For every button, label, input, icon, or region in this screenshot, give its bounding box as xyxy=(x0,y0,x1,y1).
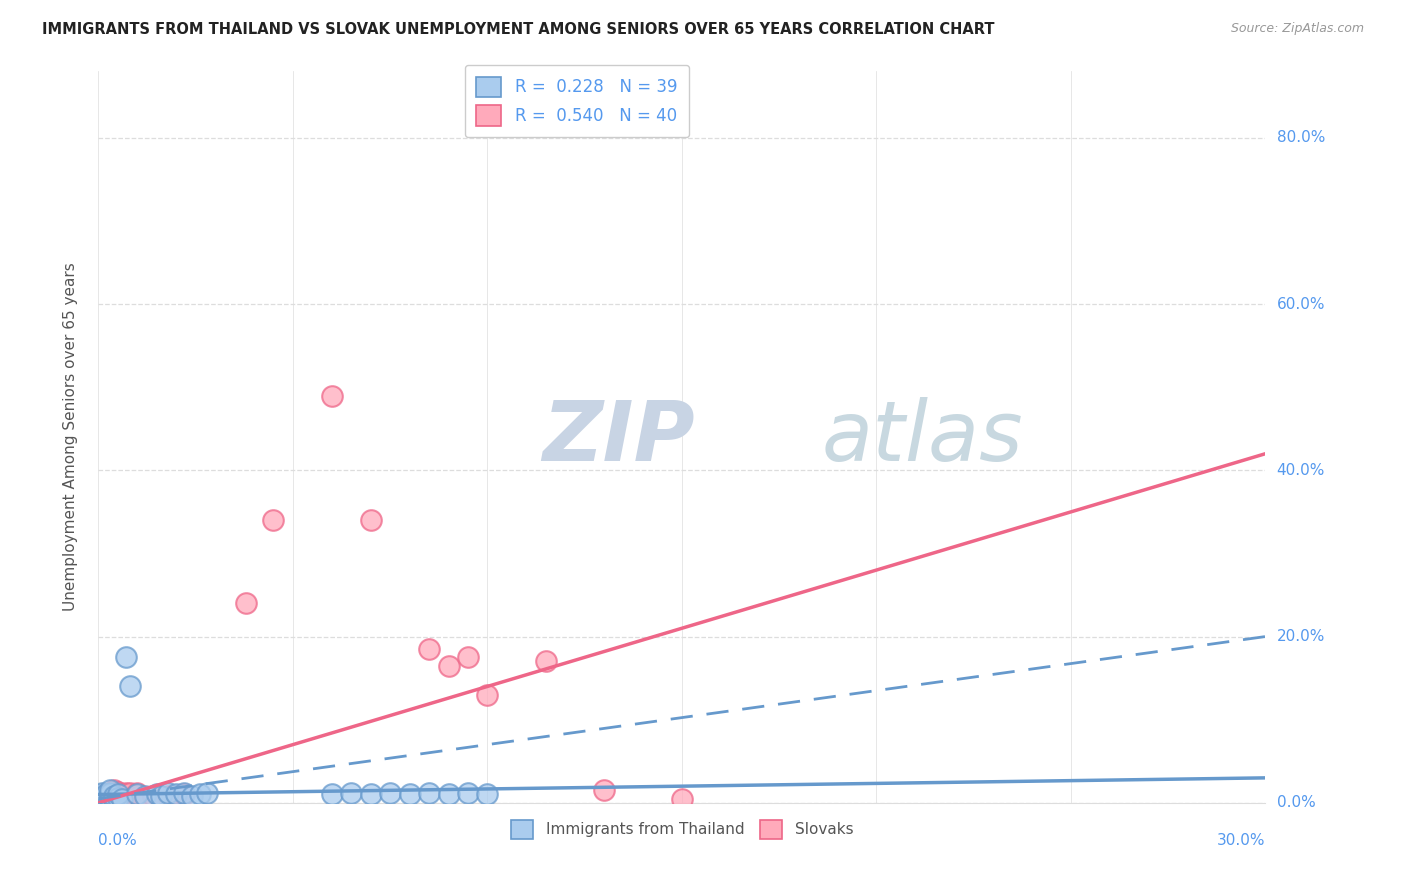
Point xyxy=(235,596,257,610)
Point xyxy=(118,790,141,805)
Y-axis label: Unemployment Among Seniors over 65 years: Unemployment Among Seniors over 65 years xyxy=(63,263,77,611)
Text: atlas: atlas xyxy=(823,397,1024,477)
Point xyxy=(98,788,121,802)
Point xyxy=(103,789,125,804)
Point xyxy=(107,785,129,799)
Text: 60.0%: 60.0% xyxy=(1277,297,1324,311)
Point xyxy=(127,786,149,800)
Point xyxy=(418,642,440,657)
Point xyxy=(165,789,187,804)
Point xyxy=(418,786,440,800)
Legend: Immigrants from Thailand, Slovaks: Immigrants from Thailand, Slovaks xyxy=(503,813,860,847)
Point xyxy=(96,791,118,805)
Text: 0.0%: 0.0% xyxy=(1277,796,1315,810)
Point xyxy=(107,791,129,805)
Point xyxy=(96,790,118,805)
Point xyxy=(98,791,121,805)
Point xyxy=(142,789,165,804)
Text: IMMIGRANTS FROM THAILAND VS SLOVAK UNEMPLOYMENT AMONG SENIORS OVER 65 YEARS CORR: IMMIGRANTS FROM THAILAND VS SLOVAK UNEMP… xyxy=(42,22,994,37)
Point xyxy=(98,786,121,800)
Point xyxy=(127,788,149,802)
Point xyxy=(360,513,382,527)
Point xyxy=(111,788,134,802)
Point xyxy=(457,650,479,665)
Text: 30.0%: 30.0% xyxy=(1218,833,1265,848)
Point xyxy=(173,788,195,802)
Point xyxy=(107,788,129,802)
Point xyxy=(340,786,363,800)
Text: 0.0%: 0.0% xyxy=(98,833,138,848)
Point xyxy=(91,791,114,805)
Point xyxy=(671,791,693,805)
Point xyxy=(380,786,402,800)
Point xyxy=(98,789,121,804)
Point xyxy=(477,788,499,802)
Text: Source: ZipAtlas.com: Source: ZipAtlas.com xyxy=(1230,22,1364,36)
Point xyxy=(173,786,195,800)
Point xyxy=(111,790,134,805)
Point xyxy=(103,790,125,805)
Point xyxy=(114,786,136,800)
Point xyxy=(91,786,114,800)
Point xyxy=(457,786,479,800)
Point xyxy=(321,788,343,802)
Point xyxy=(96,789,118,803)
Point xyxy=(134,789,156,804)
Point xyxy=(103,786,125,800)
Point xyxy=(195,786,218,800)
Point xyxy=(96,792,118,806)
Point xyxy=(98,783,121,797)
Text: 20.0%: 20.0% xyxy=(1277,629,1324,644)
Point xyxy=(146,788,169,802)
Point xyxy=(534,655,557,669)
Point xyxy=(180,789,202,804)
Point xyxy=(98,788,121,802)
Point xyxy=(477,688,499,702)
Point xyxy=(91,790,114,805)
Text: ZIP: ZIP xyxy=(541,397,695,477)
Point xyxy=(111,791,134,805)
Point xyxy=(149,791,172,805)
Point xyxy=(149,789,172,804)
Point xyxy=(157,789,180,804)
Point xyxy=(98,789,121,804)
Point xyxy=(593,783,616,797)
Point xyxy=(98,792,121,806)
Point xyxy=(437,788,460,802)
Point xyxy=(103,791,125,805)
Point xyxy=(107,789,129,803)
Text: 80.0%: 80.0% xyxy=(1277,130,1324,145)
Point xyxy=(114,650,136,665)
Point xyxy=(188,788,211,802)
Point xyxy=(398,788,420,802)
Point xyxy=(96,789,118,804)
Point xyxy=(118,786,141,800)
Point xyxy=(165,788,187,802)
Point xyxy=(262,513,284,527)
Point xyxy=(91,792,114,806)
Point xyxy=(107,790,129,805)
Text: 40.0%: 40.0% xyxy=(1277,463,1324,478)
Point xyxy=(118,680,141,694)
Point xyxy=(122,791,145,805)
Point xyxy=(114,791,136,805)
Point xyxy=(157,786,180,800)
Point xyxy=(96,788,118,802)
Point xyxy=(134,791,156,805)
Point xyxy=(437,658,460,673)
Point xyxy=(360,788,382,802)
Point xyxy=(103,783,125,797)
Point xyxy=(91,789,114,804)
Point xyxy=(91,788,114,802)
Point xyxy=(96,787,118,801)
Point xyxy=(321,388,343,402)
Point xyxy=(127,789,149,804)
